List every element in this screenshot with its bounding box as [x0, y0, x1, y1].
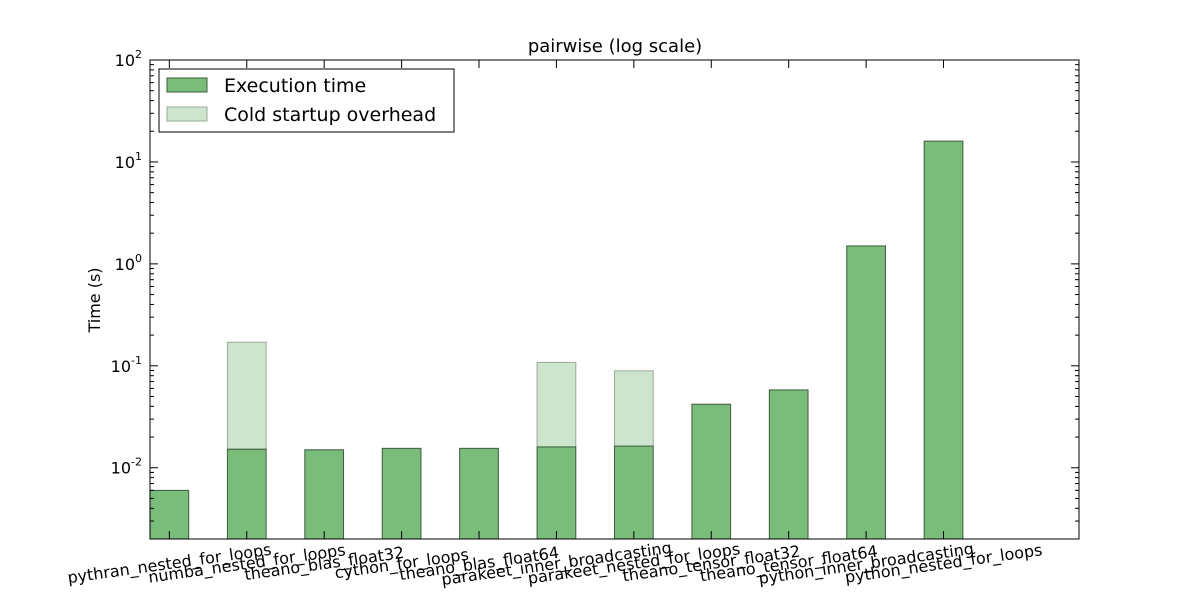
legend-swatch — [166, 106, 208, 122]
legend: Execution time Cold startup overhead — [158, 68, 455, 133]
legend-box — [158, 68, 455, 133]
bar-execution-numba_nested_for_loops — [226, 448, 267, 540]
plot-frame — [149, 59, 1080, 540]
y-axis-ticks: 10-2 10-1 100 101 102 — [111, 48, 1079, 540]
legend-label: Cold startup overhead — [224, 104, 436, 126]
y-axis-label: Time (s) — [85, 267, 104, 333]
y-tick-label: 102 — [115, 48, 142, 70]
y-tick-label: 100 — [115, 252, 142, 274]
y-tick-label: 10-1 — [111, 354, 142, 376]
plot-area — [149, 59, 1080, 540]
bar-execution-theano_tensor_float64 — [768, 389, 809, 540]
bar-cold-startup-numba_nested_for_loops — [226, 341, 267, 450]
bar-execution-python_inner_broadcasting — [846, 245, 886, 540]
bar-execution-pythran_nested_for_loops — [149, 489, 190, 540]
bar-execution-parakeet_inner_broadcasting — [536, 446, 577, 540]
bar-execution-theano_blas_float32 — [304, 449, 345, 540]
legend-swatch — [166, 77, 208, 93]
y-tick-label: 101 — [115, 150, 142, 172]
bar-execution-theano_tensor_float32 — [691, 403, 732, 540]
bar-cold-startup-parakeet_nested_for_loops — [614, 370, 654, 447]
bar-cold-startup-parakeet_inner_broadcasting — [536, 361, 577, 448]
bar-execution-parakeet_nested_for_loops — [614, 445, 654, 540]
bar-execution-cython_for_loops — [381, 447, 422, 540]
chart-title: pairwise (log scale) — [528, 36, 702, 57]
legend-label: Execution time — [224, 75, 366, 97]
bar-execution-python_nested_for_loops — [923, 140, 964, 540]
bar-execution-theano_blas_float64 — [459, 447, 499, 540]
y-tick-label: 10-2 — [111, 456, 142, 478]
